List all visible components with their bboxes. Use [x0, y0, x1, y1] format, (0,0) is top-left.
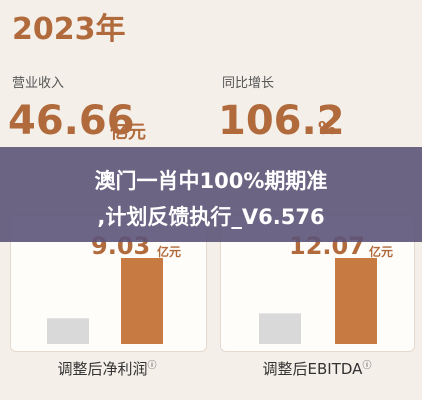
info-icon[interactable]: ⓘ	[147, 361, 157, 371]
bar-previous	[259, 313, 301, 344]
ebitda-unit: 亿元	[369, 245, 394, 259]
overlay-line-1: 澳门一肖中100%期期准	[94, 169, 328, 193]
net-profit-chart	[47, 258, 163, 344]
ebitda-title-text: 调整后EBITDA	[262, 360, 363, 378]
ebitda-title: 调整后EBITDAⓘ	[222, 358, 412, 379]
growth-label: 同比增长	[222, 76, 275, 91]
overlay-banner: 澳门一肖中100%期期准 ,计划反馈执行_V6.576	[0, 147, 422, 242]
net-profit-title-text: 调整后净利润	[57, 360, 148, 378]
bar-2023	[121, 258, 163, 344]
net-profit-title: 调整后净利润ⓘ	[12, 358, 202, 379]
ebitda-chart	[259, 258, 377, 344]
revenue-unit: 亿元	[110, 122, 146, 143]
bar-previous	[47, 318, 89, 344]
growth-unit: %	[318, 118, 337, 139]
growth-value: 106.2	[218, 98, 345, 144]
year-heading: 2023年	[12, 12, 126, 47]
revenue-value: 46.66	[8, 98, 135, 144]
bar-2023	[335, 258, 377, 344]
overlay-line-2: ,计划反馈执行_V6.576	[97, 205, 325, 229]
revenue-label: 营业收入	[12, 76, 65, 91]
info-icon[interactable]: ⓘ	[362, 361, 372, 371]
net-profit-unit: 亿元	[157, 245, 182, 259]
